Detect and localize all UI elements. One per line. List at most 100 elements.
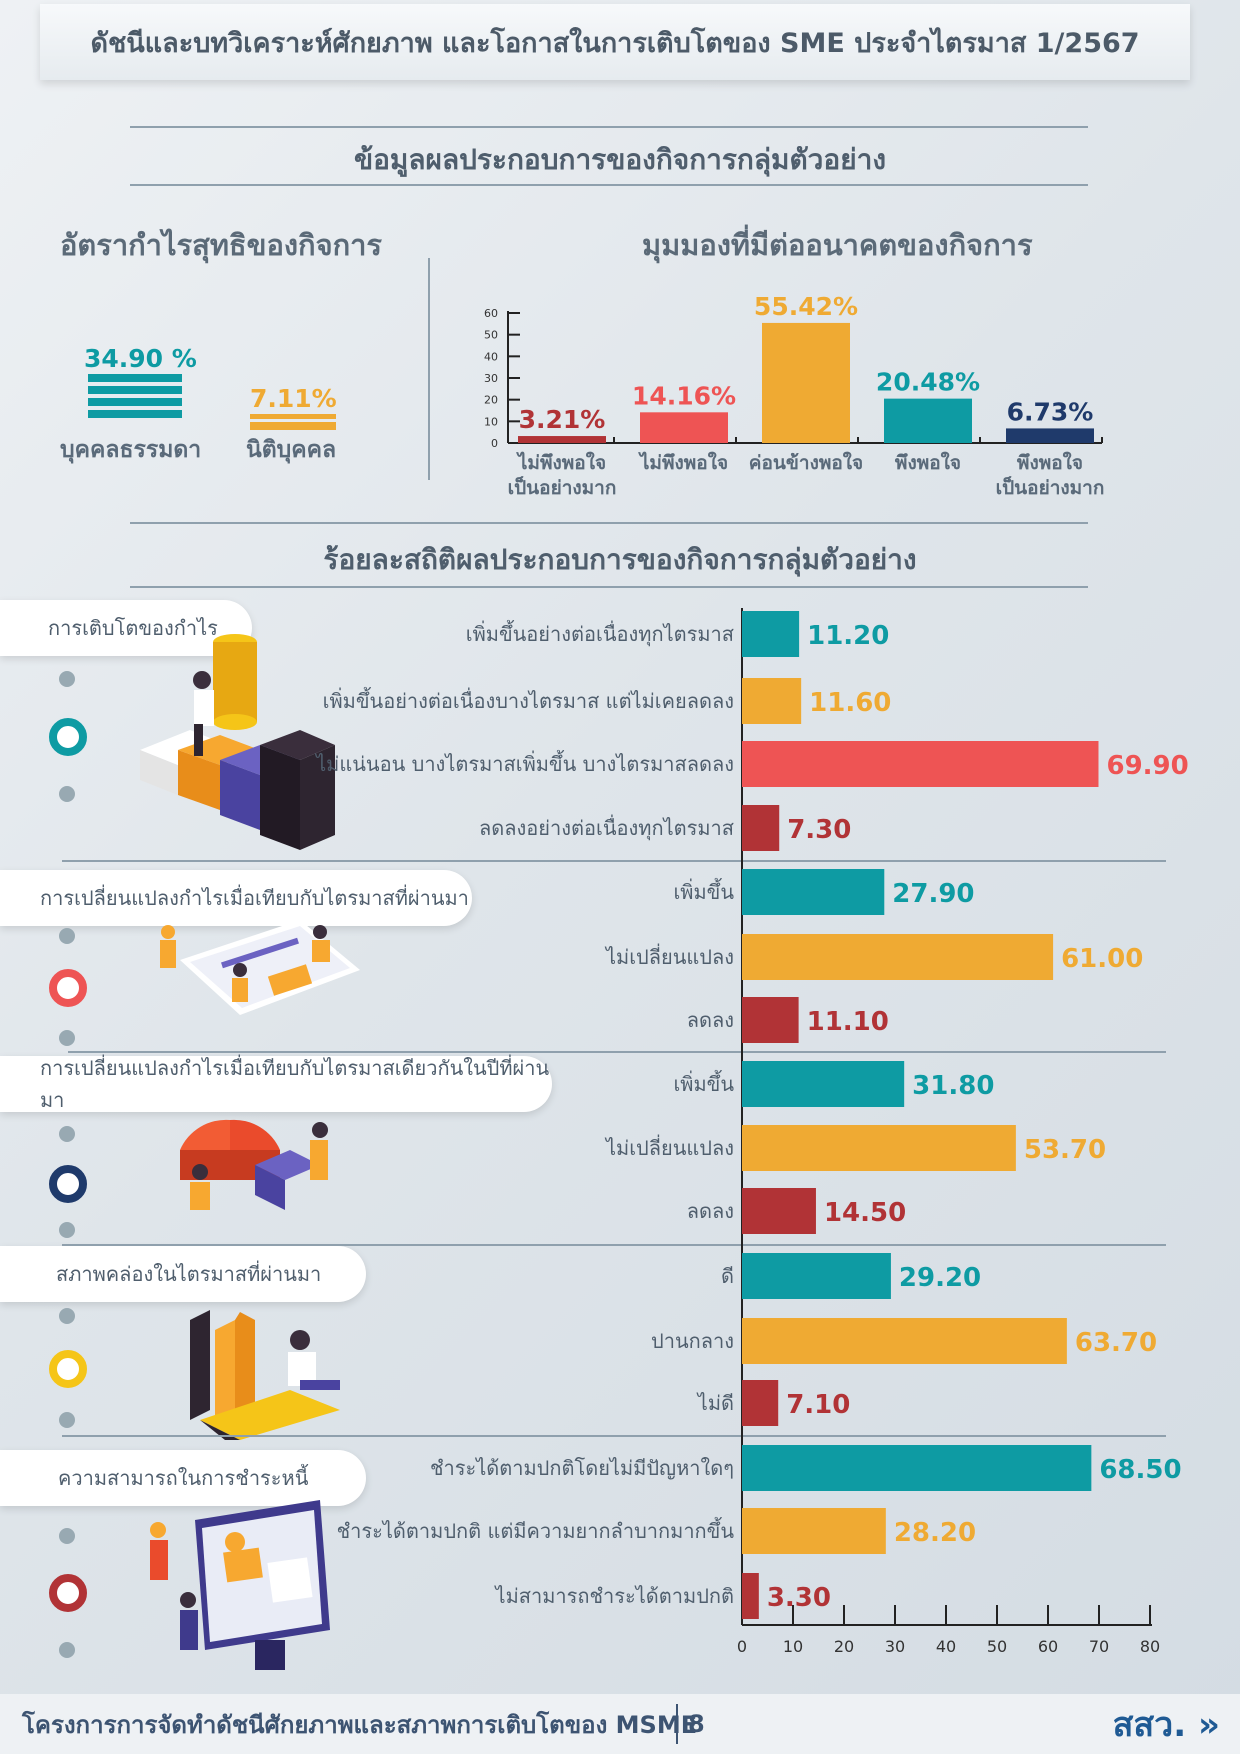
section1-title: ข้อมูลผลประกอบการของกิจการกลุ่มตัวอย่าง: [353, 143, 887, 176]
hbar-category-label: ไม่สามารถชำระได้ตามปกติ: [494, 1584, 734, 1608]
hbar-category-label: ลดลงอย่างต่อเนื่องทุกไตรมาส: [479, 814, 734, 841]
outlook-y-tick-label: 0: [491, 437, 498, 450]
dashboard-illustration: [150, 1500, 330, 1670]
hbar-category-label: ไม่เปลี่ยนแปลง: [604, 1134, 734, 1160]
hbar-category-label: เพิ่มขึ้น: [673, 878, 734, 904]
hbar-bar: [742, 997, 799, 1043]
group-label-profit-change-yoy: การเปลี่ยนแปลงกำไรเมื่อเทียบกับไตรมาสเดี…: [0, 1056, 552, 1112]
timeline-dot: [59, 671, 75, 687]
hbar-data-label: 14.50: [824, 1198, 906, 1228]
hbar-bar: [742, 1125, 1016, 1171]
corporate-stripes-icon: [250, 414, 336, 434]
footer: โครงการการจัดทำดัชนีศักยภาพและสภาพการเติ…: [0, 1694, 1240, 1754]
hbar-data-label: 69.90: [1106, 751, 1188, 781]
timeline-dot: [59, 1126, 75, 1142]
individual-label: บุคคลธรรมดา: [60, 437, 202, 463]
timeline-dot: [59, 928, 75, 944]
coin-stack-illustration: [140, 634, 335, 850]
hbar-category-label: ชำระได้ตามปกติ แต่มีความยากลำบากมากขึ้น: [337, 1517, 735, 1543]
growth-chart-illustration: [190, 1310, 340, 1440]
outlook-title: มุมมองที่มีต่ออนาคตของกิจการ: [642, 228, 1033, 262]
hbar-bar: [742, 1188, 816, 1234]
outlook-category-label: ค่อนข้างพอใจ: [749, 451, 863, 474]
outlook-category-label: พึงพอใจ: [895, 451, 961, 474]
outlook-bar: [884, 398, 972, 443]
hbar-x-tick-label: 20: [834, 1637, 854, 1656]
outlook-bar: [518, 436, 606, 443]
hbar-data-label: 28.20: [894, 1518, 976, 1548]
section1-top-rule: [130, 126, 1088, 128]
outlook-data-label: 20.48%: [876, 368, 980, 397]
hbar-category-label: เพิ่มขึ้นอย่างต่อเนื่องบางไตรมาส แต่ไม่เ…: [323, 687, 734, 713]
outlook-category-label: เป็นอย่างมาก: [996, 475, 1105, 499]
outlook-y-tick-label: 40: [484, 350, 498, 363]
hbar-data-label: 53.70: [1024, 1135, 1106, 1165]
footer-text: โครงการการจัดทำดัชนีศักยภาพและสภาพการเติ…: [22, 1710, 698, 1739]
hbar-category-label: เพิ่มขึ้น: [673, 1070, 734, 1096]
outlook-bar: [762, 322, 850, 443]
group-label-profit-change-qoq: การเปลี่ยนแปลงกำไรเมื่อเทียบกับไตรมาสที่…: [0, 870, 472, 926]
group-marker-profit-growth-icon: [49, 718, 87, 756]
hbar-category-label: ลดลง: [687, 1008, 734, 1032]
outlook-bar: [1006, 428, 1094, 443]
page-title: ดัชนีและบทวิเคราะห์ศักยภาพ และโอกาสในการ…: [40, 4, 1190, 80]
hbar-bar: [742, 678, 802, 724]
hbar-data-label: 11.20: [807, 621, 889, 651]
outlook-bar: [640, 412, 728, 443]
individual-profit-value: 34.90 %: [84, 344, 197, 373]
hbar-category-label: เพิ่มขึ้นอย่างต่อเนื่องทุกไตรมาส: [466, 620, 734, 647]
corporate-profit-value: 7.11%: [250, 384, 337, 413]
page-number: 8: [688, 1710, 705, 1738]
hbar-x-tick-label: 60: [1038, 1637, 1058, 1656]
outlook-data-label: 14.16%: [632, 381, 736, 410]
footer-separator: [676, 1704, 678, 1744]
outlook-category-label: พึงพอใจ: [1017, 451, 1083, 474]
hbar-x-tick-label: 0: [737, 1637, 747, 1656]
outlook-y-tick-label: 60: [484, 307, 498, 320]
hbar-data-label: 7.10: [786, 1390, 850, 1420]
hbar-data-label: 31.80: [912, 1071, 994, 1101]
outlook-category-label: ไม่พึงพอใจ: [638, 451, 728, 474]
hbar-x-tick-label: 10: [783, 1637, 803, 1656]
hbar-bar: [742, 1380, 779, 1426]
hbar-category-label: ไม่เปลี่ยนแปลง: [604, 943, 734, 969]
timeline-dot: [59, 1308, 75, 1324]
hbar-bar: [742, 1061, 905, 1107]
hbar-data-label: 27.90: [892, 879, 974, 909]
section1-divider: [428, 258, 430, 480]
timeline-dot: [59, 1528, 75, 1544]
hbar-data-label: 63.70: [1075, 1328, 1157, 1358]
group-label-debt-repayment: ความสามารถในการชำระหนี้: [0, 1450, 366, 1506]
outlook-category-label: เป็นอย่างมาก: [508, 475, 617, 499]
hbar-data-label: 7.30: [787, 815, 851, 845]
hbar-bar: [742, 611, 800, 657]
hbar-bar: [742, 869, 885, 915]
section1-bottom-rule: [130, 184, 1088, 186]
hbar-category-label: ปานกลาง: [651, 1329, 734, 1353]
outlook-data-label: 6.73%: [1007, 397, 1094, 426]
hbar-category-label: ลดลง: [687, 1199, 734, 1223]
outlook-data-label: 3.21%: [519, 405, 606, 434]
hbar-bar: [742, 934, 1054, 980]
corporate-label: นิติบุคคล: [246, 437, 337, 463]
timeline-dot: [59, 1030, 75, 1046]
chevron-right-icon: »: [1198, 1705, 1220, 1745]
hbar-category-label: ไม่แน่นอน บางไตรมาสเพิ่มขึ้น บางไตรมาสลด…: [314, 750, 734, 776]
hbar-x-tick-label: 50: [987, 1637, 1007, 1656]
group-label-liquidity: สภาพคล่องในไตรมาสที่ผ่านมา: [0, 1246, 366, 1302]
hbar-data-label: 68.50: [1099, 1455, 1181, 1485]
outlook-y-tick-label: 20: [484, 394, 498, 407]
outlook-chart: 0 10 20 30 40 50 60 3.21% ไม่พึงพอใจเป็นอย่างมาก…: [484, 292, 1105, 499]
hbar-x-tick-label: 70: [1089, 1637, 1109, 1656]
hbar-bar: [742, 1318, 1067, 1364]
outlook-y-tick-label: 50: [484, 329, 498, 342]
hbar-category-label: ชำระได้ตามปกติโดยไม่มีปัญหาใดๆ: [430, 1456, 734, 1480]
individual-stripes-icon: [88, 374, 182, 422]
hbar-x-tick-label: 40: [936, 1637, 956, 1656]
timeline-dot: [59, 786, 75, 802]
puzzle-team-illustration: [180, 1119, 328, 1210]
group-marker-profit-qoq-icon: [49, 969, 87, 1007]
osmep-logo: สสว. »: [1113, 1697, 1220, 1751]
hbar-category-label: ไม่ดี: [696, 1391, 734, 1415]
hbar-data-label: 11.10: [807, 1007, 889, 1037]
